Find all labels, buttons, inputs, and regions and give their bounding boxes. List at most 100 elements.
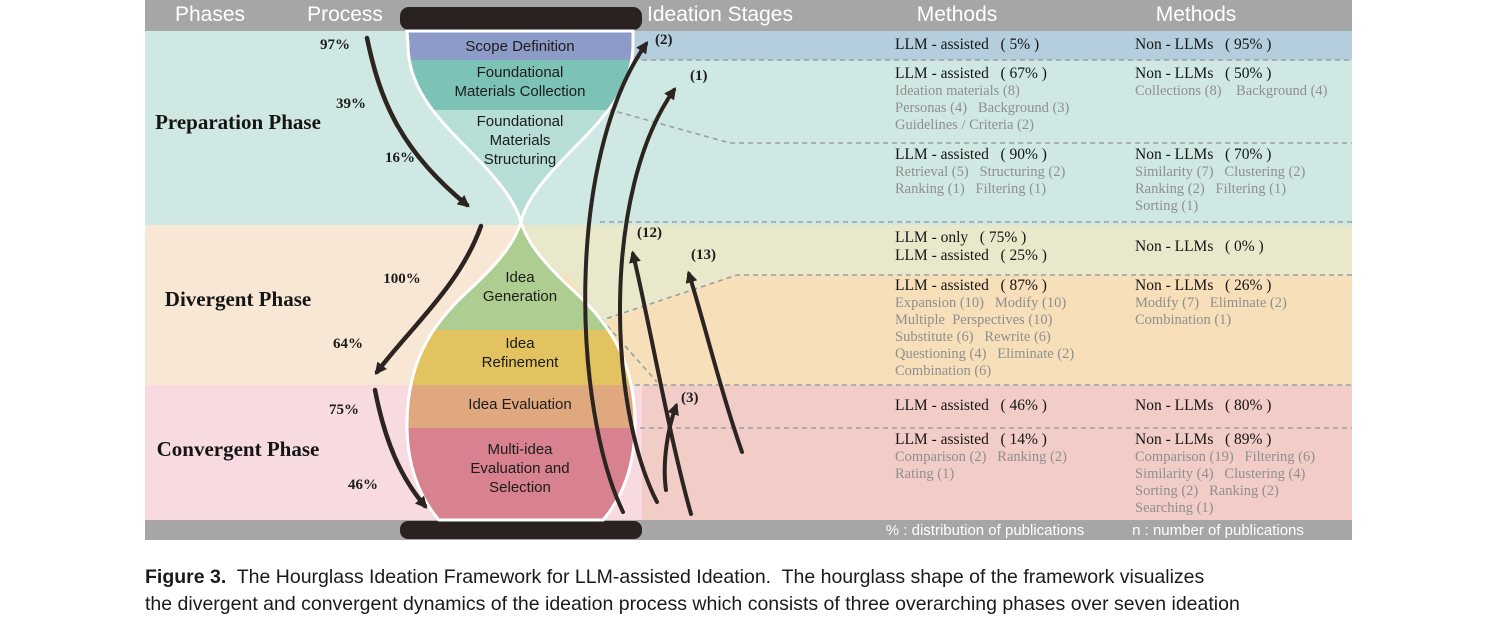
- caption-line-2: the divergent and convergent dynamics of…: [145, 593, 1240, 615]
- methods-header: LLM - assisted ( 67% ): [895, 65, 1047, 82]
- hourglass-bottom-cap: [400, 521, 642, 539]
- figure-caption: Figure 3. The Hourglass Ideation Framewo…: [145, 564, 1370, 618]
- methods-llm-multi: LLM - assisted ( 14% ) Comparison (2) Ra…: [895, 431, 1133, 483]
- framework-diagram-canvas: [145, 0, 1352, 540]
- iteration-arrow-1: [618, 87, 677, 504]
- process-pct-39: 39%: [336, 96, 366, 112]
- phase-label-preparation: Preparation Phase: [155, 110, 321, 134]
- methods-non-llm-scope: Non - LLMs ( 95% ): [1135, 36, 1373, 54]
- bottom-funnel-outline: [405, 216, 637, 522]
- methods-llm-generation: LLM - only ( 75% ) LLM - assisted ( 25% …: [895, 229, 1133, 265]
- method-sub-line: Ranking (1) Filtering (1): [895, 181, 1047, 197]
- legend-percent: % : distribution of publications: [885, 522, 1085, 539]
- methods-header: Non - LLMs ( 0% ): [1135, 238, 1264, 255]
- methods-header-2: LLM - assisted ( 25% ): [895, 247, 1047, 264]
- methods-header: LLM - assisted ( 5% ): [895, 36, 1040, 53]
- iteration-arrow-2: [583, 41, 649, 514]
- method-sub-line: Modify (7) Eliminate (2): [1135, 295, 1287, 311]
- methods-header: LLM - assisted ( 87% ): [895, 277, 1047, 294]
- methods-non-llm-collection: Non - LLMs ( 50% ) Collections (8) Backg…: [1135, 65, 1373, 100]
- methods-header: LLM - assisted ( 14% ): [895, 431, 1047, 448]
- multi-idea-band: [407, 428, 635, 520]
- method-sub-line: Substitute (6) Rewrite (6): [895, 329, 1051, 345]
- method-sub-line: Combination (6): [895, 363, 992, 379]
- method-sub-line: Ideation materials (8): [895, 83, 1020, 99]
- row-boundary-wedge: [565, 273, 740, 322]
- methods-sub-list: Ideation materials (8) Personas (4) Backg…: [895, 83, 1133, 134]
- methods-sub-list: Expansion (10) Modify (10) Multiple Persp…: [895, 295, 1133, 380]
- iteration-arrow-3: [662, 402, 679, 492]
- method-sub-line: Sorting (1): [1135, 198, 1199, 214]
- column-header-ideation-stages: Ideation Stages: [647, 3, 793, 26]
- header-bar: [145, 0, 1352, 31]
- process-pct-46: 46%: [348, 477, 378, 493]
- methods-header: LLM - assisted ( 90% ): [895, 146, 1047, 163]
- column-header-methods-llm: Methods: [916, 3, 998, 26]
- methods-header: Non - LLMs ( 26% ): [1135, 277, 1272, 294]
- phase-label-convergent: Convergent Phase: [156, 437, 320, 461]
- column-header-phases: Phases: [174, 3, 246, 26]
- method-sub-line: Rating (1): [895, 466, 955, 482]
- method-sub-line: Ranking (2) Filtering (1): [1135, 181, 1287, 197]
- methods-header: Non - LLMs ( 89% ): [1135, 431, 1272, 448]
- process-pct-64: 64%: [333, 336, 363, 352]
- process-pct-97: 97%: [320, 37, 350, 53]
- method-sub-line: Guidelines / Criteria (2): [895, 117, 1034, 133]
- method-sub-line: Sorting (2) Ranking (2): [1135, 483, 1279, 499]
- method-sub-line: Combination (1): [1135, 312, 1232, 328]
- stage-materials-collection: Foundational Materials Collection: [454, 64, 586, 100]
- methods-non-llm-multi: Non - LLMs ( 89% ) Comparison (19) Filte…: [1135, 431, 1373, 517]
- process-arrows: [364, 35, 484, 509]
- stage-scope-definition: Scope Definition: [465, 38, 575, 55]
- methods-header: Non - LLMs ( 95% ): [1135, 36, 1272, 53]
- stage-idea-evaluation: Idea Evaluation: [468, 396, 572, 413]
- process-pct-75: 75%: [329, 402, 359, 418]
- method-sub-line: Comparison (19) Filtering (6): [1135, 449, 1316, 465]
- arrow-label-2: (2): [655, 32, 673, 48]
- column-header-process: Process: [307, 3, 383, 26]
- caption-line-1: Figure 3. The Hourglass Ideation Framewo…: [145, 564, 1370, 591]
- method-sub-line: Retrieval (5) Structuring (2): [895, 164, 1066, 180]
- method-sub-line: Collections (8) Background (4): [1135, 83, 1328, 99]
- stage-materials-structuring: Foundational Materials Structuring: [476, 113, 564, 168]
- methods-header: LLM - only ( 75% ): [895, 229, 1027, 246]
- column-header-methods-non-llm: Methods: [1155, 3, 1237, 26]
- process-pct-100: 100%: [383, 271, 421, 287]
- caption-text-1: The Hourglass Ideation Framework for LLM…: [226, 566, 1205, 588]
- methods-header: Non - LLMs ( 80% ): [1135, 397, 1272, 414]
- arrow-label-1: (1): [690, 68, 708, 84]
- stage-multi-idea: Multi-idea Evaluation and Selection: [470, 441, 570, 496]
- method-sub-line: Similarity (4) Clustering (4): [1135, 466, 1306, 482]
- divergent-flow-arrow: [374, 223, 484, 375]
- hourglass-top-cap: [400, 7, 642, 30]
- method-sub-line: Personas (4) Background (3): [895, 100, 1070, 116]
- methods-sub-list: Similarity (7) Clustering (2) Ranking (2)…: [1135, 164, 1373, 215]
- method-sub-line: Multiple Perspectives (10): [895, 312, 1053, 328]
- stage-idea-generation: Idea Generation: [482, 269, 558, 305]
- idea-refinement-band: [407, 330, 635, 385]
- methods-sub-list: Modify (7) Eliminate (2) Combination (1): [1135, 295, 1373, 329]
- method-sub-line: Questioning (4) Eliminate (2): [895, 346, 1075, 362]
- iteration-arrow-12: [629, 250, 693, 516]
- methods-llm-evaluation: LLM - assisted ( 46% ): [895, 397, 1133, 415]
- hourglass-framework-figure: Phases Process Ideation Stages Methods M…: [145, 0, 1352, 540]
- methods-llm-scope: LLM - assisted ( 5% ): [895, 36, 1133, 54]
- method-sub-line: Similarity (7) Clustering (2): [1135, 164, 1306, 180]
- method-sub-line: Expansion (10) Modify (10): [895, 295, 1067, 311]
- phase-label-divergent: Divergent Phase: [164, 287, 312, 311]
- iteration-arrows: [583, 41, 744, 516]
- method-sub-line: Searching (1): [1135, 500, 1214, 516]
- process-pct-16: 16%: [385, 150, 415, 166]
- arrow-label-13: (13): [691, 247, 716, 263]
- stage-idea-refinement: Idea Refinement: [481, 335, 559, 371]
- methods-header: Non - LLMs ( 50% ): [1135, 65, 1272, 82]
- methods-llm-structuring: LLM - assisted ( 90% ) Retrieval (5) Str…: [895, 146, 1133, 198]
- materials-collection-band: [407, 60, 633, 110]
- methods-header: LLM - assisted ( 46% ): [895, 397, 1047, 414]
- methods-non-llm-evaluation: Non - LLMs ( 80% ): [1135, 397, 1373, 415]
- methods-llm-collection: LLM - assisted ( 67% ) Ideation material…: [895, 65, 1133, 134]
- methods-header: Non - LLMs ( 70% ): [1135, 146, 1272, 163]
- methods-non-llm-refinement: Non - LLMs ( 26% ) Modify (7) Eliminate …: [1135, 277, 1373, 329]
- convergent-flow-arrow: [372, 387, 428, 509]
- preparation-flow-arrow: [364, 35, 470, 208]
